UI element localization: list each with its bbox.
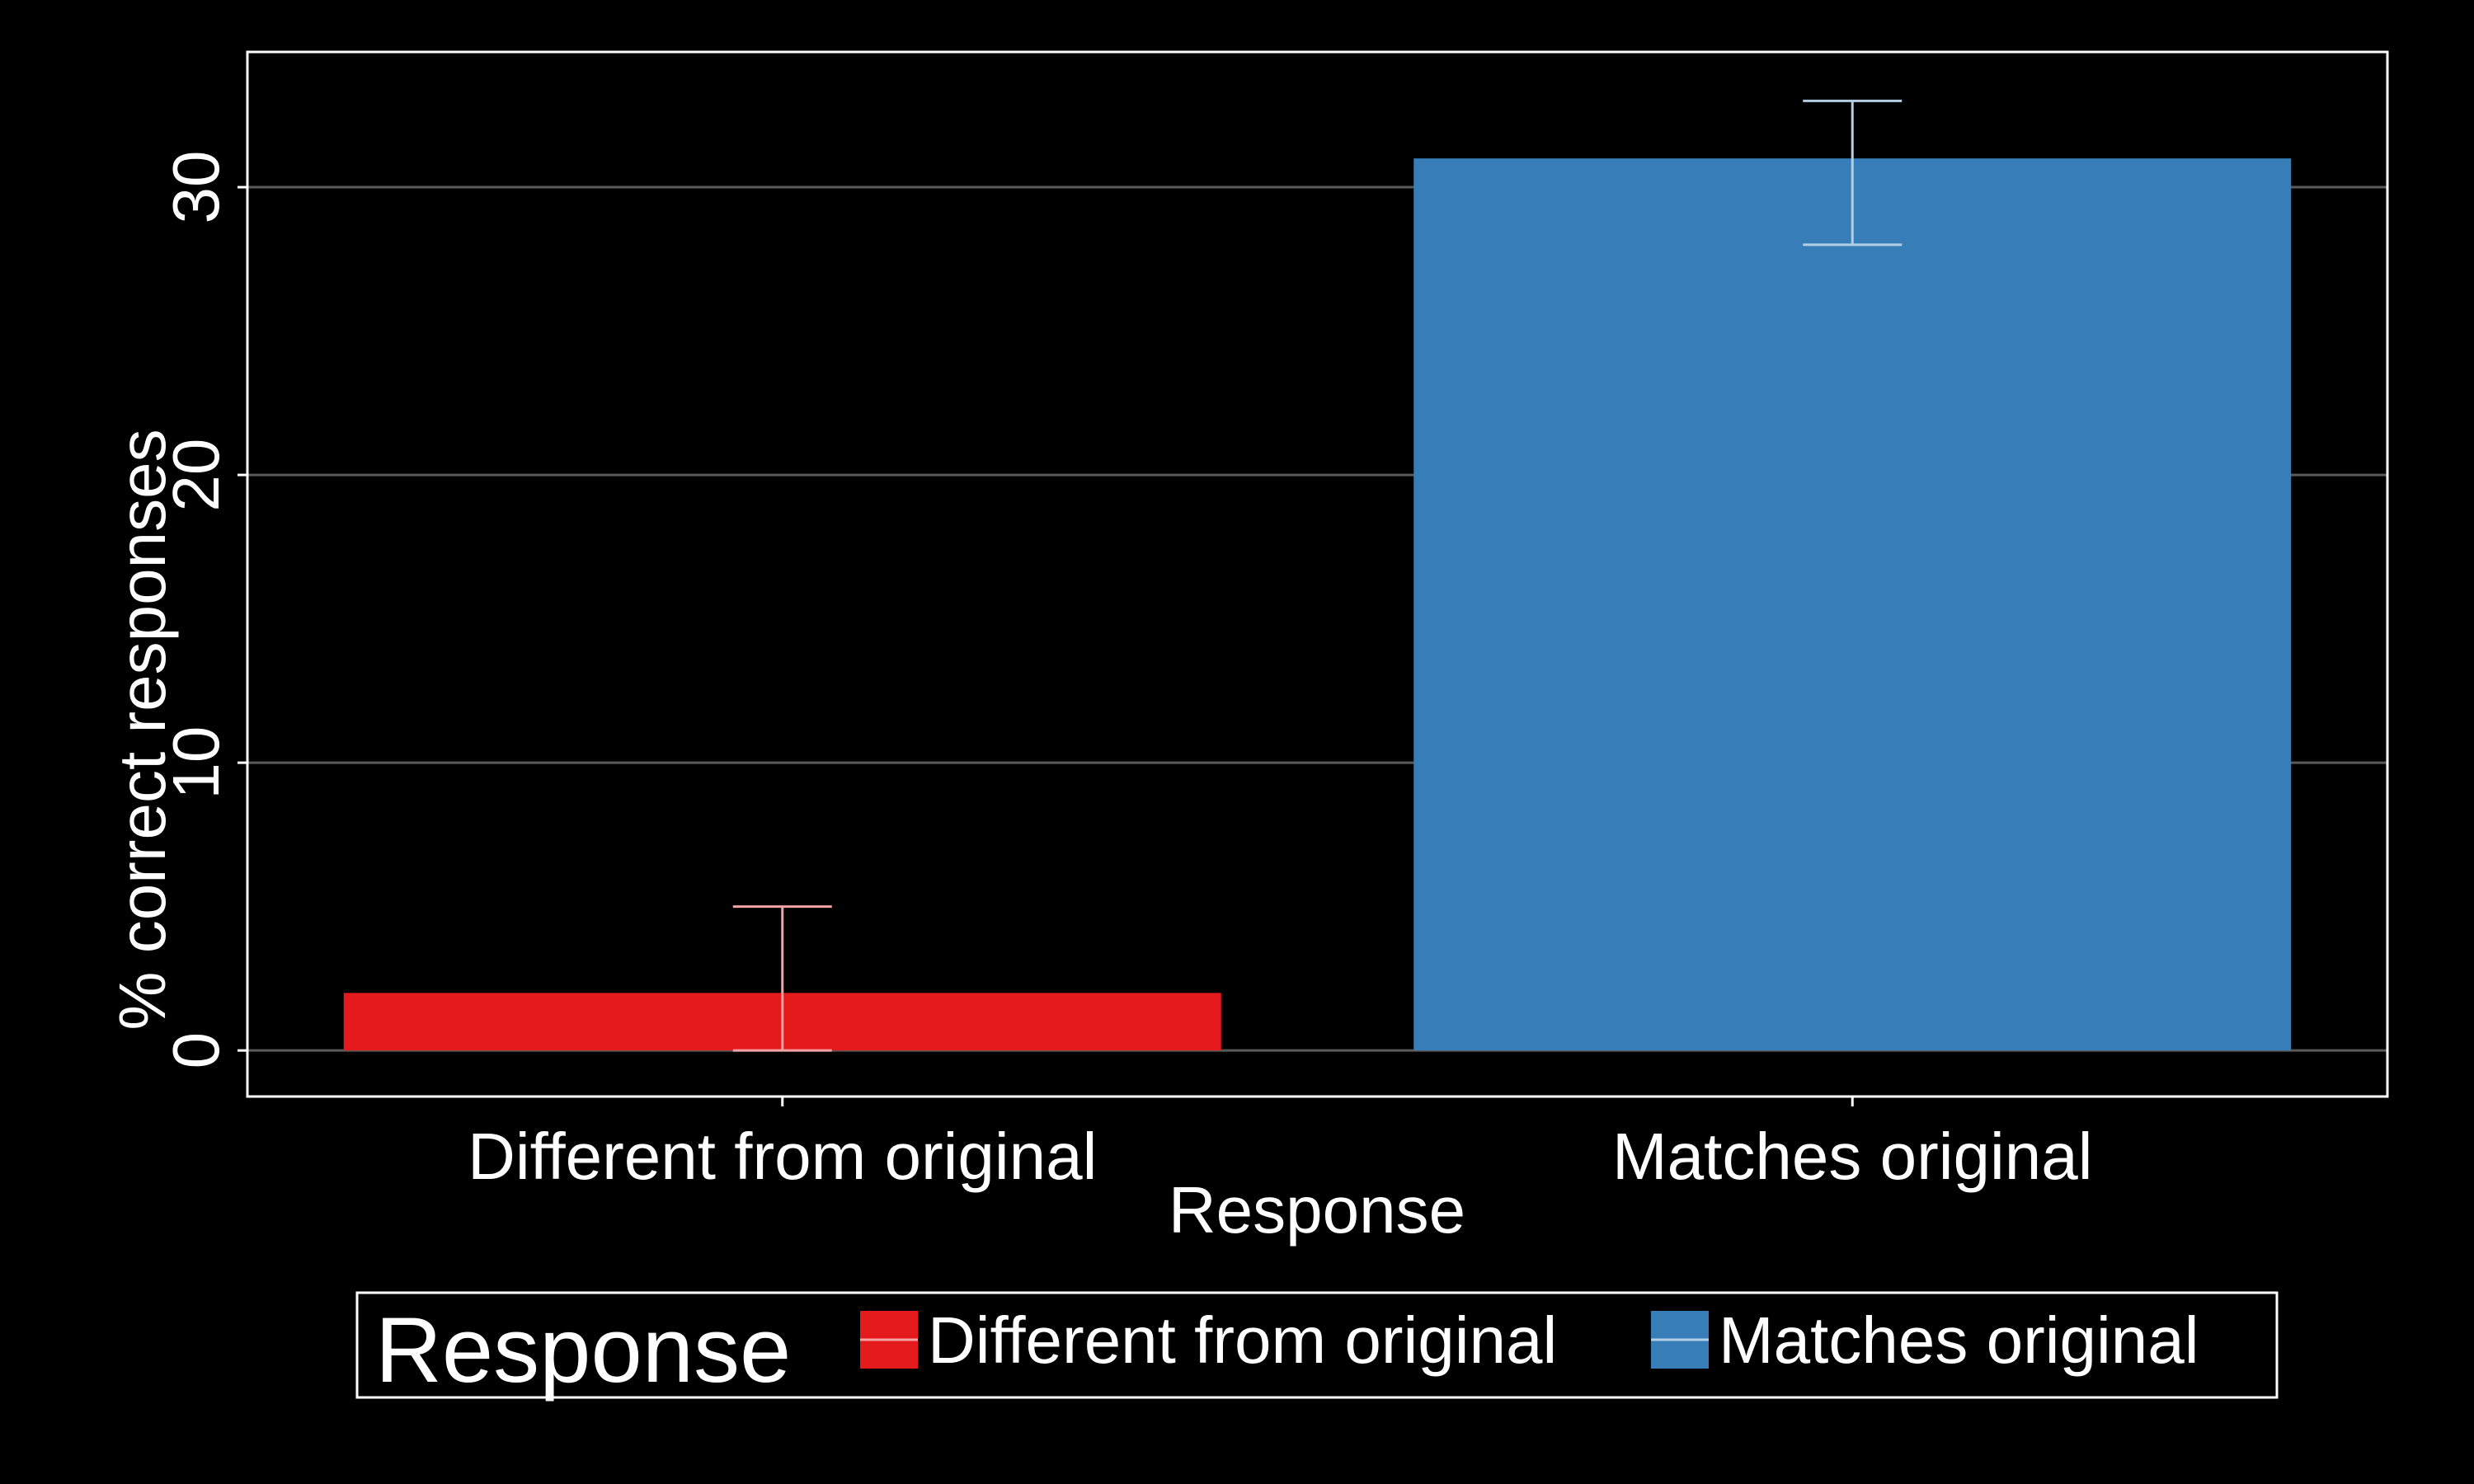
legend-label-matches-original: Matches original [1719,1303,2199,1377]
y-axis-title: % correct responses [106,429,179,1030]
x-tick-label-matches-original: Matches original [1612,1120,2093,1193]
x-axis: Different from original Matches original [468,1097,2093,1193]
bar-matches-original [1413,158,2292,1051]
y-tick-label-0: 0 [159,1032,233,1069]
plot-panel-border [246,50,2389,1098]
legend-box [355,1291,2279,1399]
y-axis: 0 10 20 30 [159,151,247,1069]
y-tick-label-20: 20 [159,439,233,512]
x-axis-title: Response [1169,1173,1465,1247]
x-tick-label-different-from-original: Different from original [468,1120,1097,1193]
legend: Response Different from original Matches… [355,1291,2279,1402]
y-tick-label-10: 10 [159,726,233,800]
legend-label-different-from-original: Different from original [928,1303,1557,1377]
error-bar-matches-original [1803,99,1903,247]
bars [343,158,2292,1051]
legend-title: Response [375,1298,791,1402]
error-bars [732,99,1903,1052]
y-tick-label-30: 30 [159,151,233,224]
error-bar-different-from-original [732,905,832,1052]
